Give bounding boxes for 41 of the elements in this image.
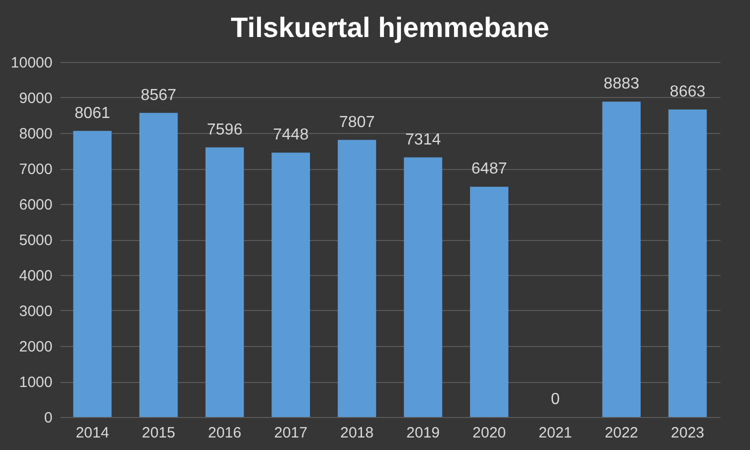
x-tick-label: 2015	[142, 424, 176, 442]
y-tick-label: 2000	[19, 338, 52, 356]
bar	[338, 140, 376, 417]
x-tick-label: 2021	[538, 424, 572, 442]
bar	[470, 186, 508, 417]
y-tick-label: 9000	[19, 90, 52, 107]
y-tick-label: 8000	[19, 126, 52, 142]
data-label: 8061	[74, 104, 110, 122]
x-tick-label: 2017	[274, 424, 308, 442]
y-tick-label: 6000	[19, 196, 52, 214]
x-tick-label: 2016	[208, 424, 242, 442]
x-tick-label: 2014	[76, 424, 110, 442]
bar	[602, 102, 641, 417]
x-tick-label: 2023	[670, 424, 704, 442]
y-tick-label: 7000	[19, 161, 52, 178]
x-tick-label: 2020	[472, 424, 506, 442]
data-label: 8883	[604, 76, 640, 93]
x-tick-label: 2018	[340, 424, 374, 442]
data-label: 7807	[339, 114, 375, 131]
data-label: 6487	[471, 160, 508, 178]
y-tick-label: 5000	[19, 232, 52, 249]
bar	[205, 147, 244, 417]
data-label: 7448	[273, 126, 309, 144]
data-label: 0	[550, 391, 560, 408]
bar	[139, 112, 178, 417]
bar	[668, 109, 707, 417]
bar	[73, 130, 112, 417]
chart-title: Tilskuertal hjemmebane	[230, 12, 550, 43]
data-label: 8663	[670, 83, 706, 100]
y-tick-label: 3000	[19, 303, 52, 320]
bar	[272, 152, 310, 417]
data-label: 7596	[206, 121, 243, 138]
data-label: 7314	[405, 131, 441, 148]
data-label: 8567	[140, 86, 176, 104]
y-tick-label: 0	[44, 410, 52, 426]
bar	[404, 157, 442, 417]
x-tick-label: 2022	[604, 424, 638, 442]
y-tick-label: 4000	[19, 268, 52, 284]
y-tick-label: 10000	[10, 54, 52, 72]
y-tick-label: 1000	[19, 374, 52, 391]
x-tick-label: 2019	[406, 424, 440, 442]
